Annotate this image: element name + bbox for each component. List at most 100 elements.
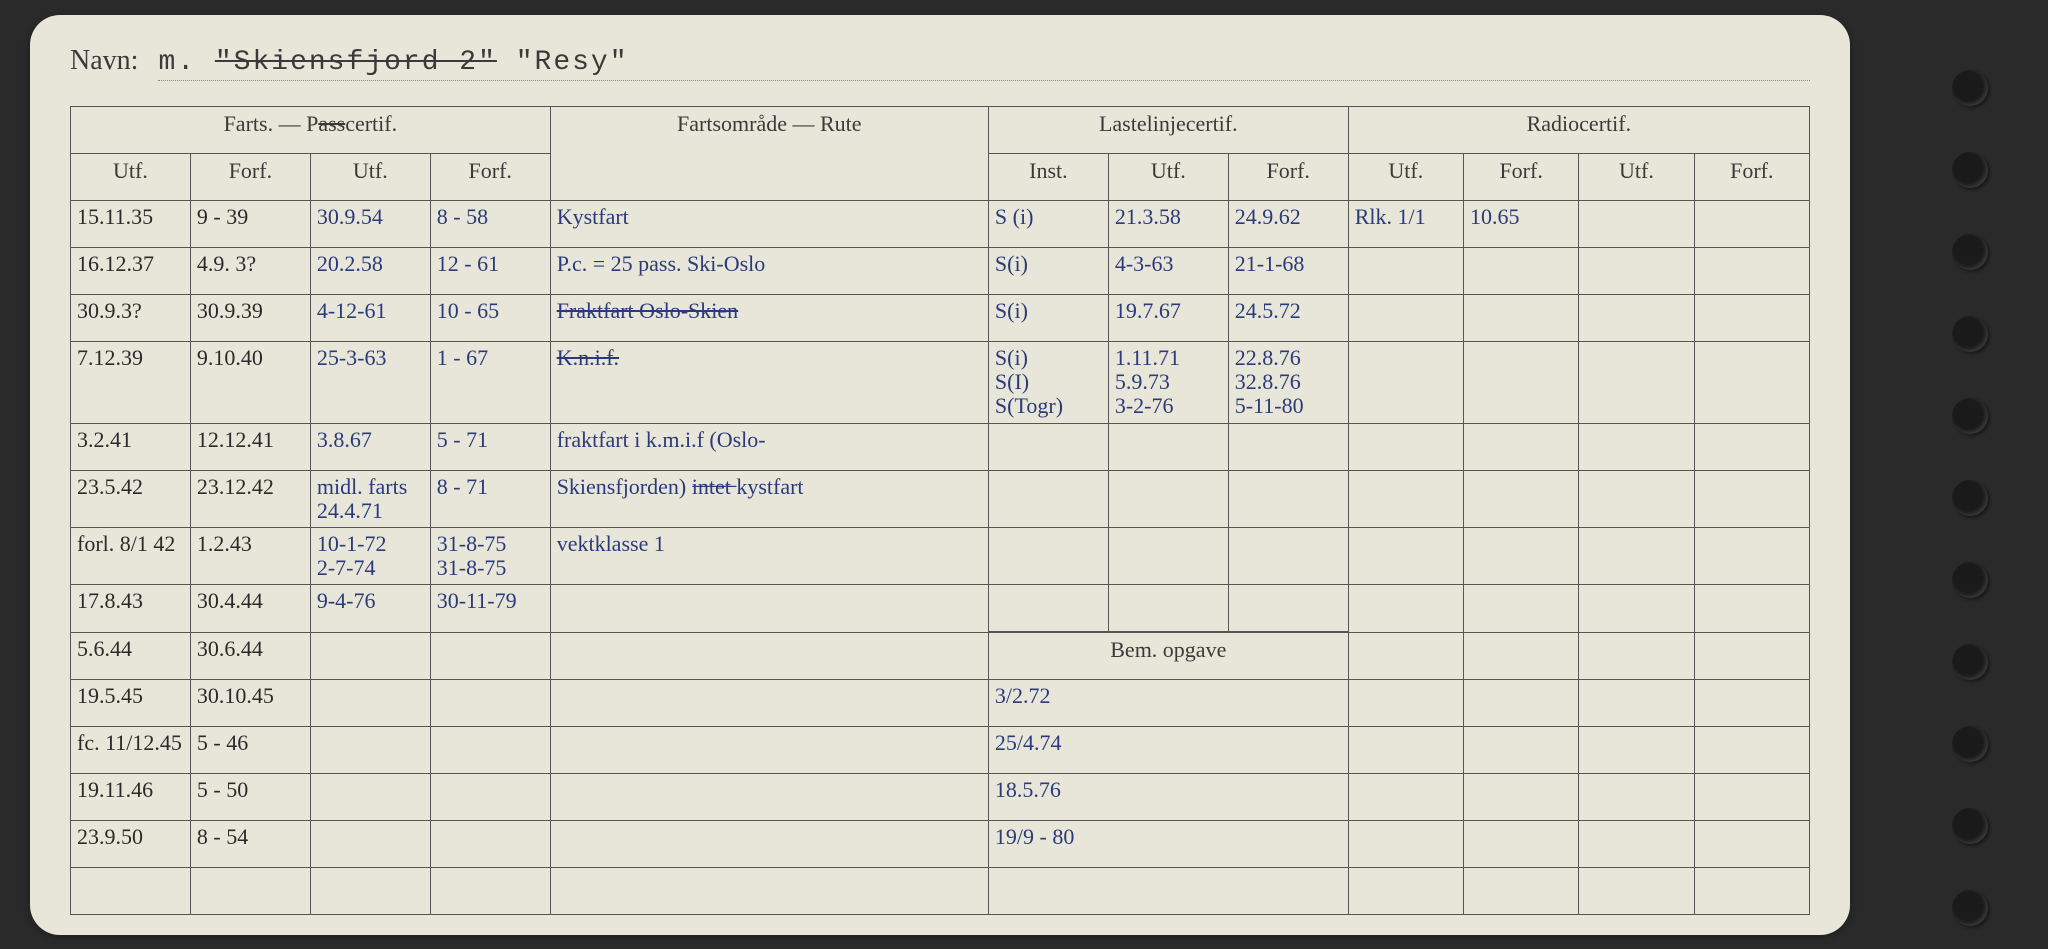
binding-hole xyxy=(1952,316,1988,352)
farts1-utf: 23.5.42 xyxy=(71,470,191,527)
radio-cell xyxy=(1579,727,1694,774)
laste-utf: 4-3-63 xyxy=(1108,248,1228,295)
bem-cell: 18.5.76 xyxy=(988,774,1348,821)
farts2-utf: 10-1-722-7-74 xyxy=(310,527,430,584)
farts2-forf xyxy=(430,821,550,868)
laste-inst xyxy=(988,527,1108,584)
farts2-utf xyxy=(310,821,430,868)
farts2-forf: 1 - 67 xyxy=(430,342,550,424)
radio-cell xyxy=(1579,423,1694,470)
table-row: 23.5.4223.12.42midl. farts 24.4.718 - 71… xyxy=(71,470,1810,527)
radio-cell xyxy=(1348,868,1463,915)
radio-cell xyxy=(1694,342,1809,424)
radio-cell xyxy=(1463,632,1578,680)
radio-cell xyxy=(1579,248,1694,295)
radio-cell xyxy=(1463,774,1578,821)
rute-cell xyxy=(550,821,988,868)
radio-cell xyxy=(1348,342,1463,424)
radio-cell xyxy=(1579,201,1694,248)
farts2-forf xyxy=(430,868,550,915)
farts2-utf xyxy=(310,774,430,821)
th-forf2: Forf. xyxy=(430,154,550,201)
farts1-utf: 7.12.39 xyxy=(71,342,191,424)
laste-inst xyxy=(988,423,1108,470)
radio-cell xyxy=(1694,632,1809,680)
th-inst: Inst. xyxy=(988,154,1108,201)
binding-hole xyxy=(1952,808,1988,844)
radio-cell xyxy=(1694,201,1809,248)
farts2-forf: 10 - 65 xyxy=(430,295,550,342)
rute-cell xyxy=(550,632,988,680)
farts1-forf: 8 - 54 xyxy=(190,821,310,868)
radio-cell xyxy=(1694,727,1809,774)
farts1-forf: 5 - 46 xyxy=(190,727,310,774)
th-utf1: Utf. xyxy=(71,154,191,201)
farts1-forf: 5 - 50 xyxy=(190,774,310,821)
bem-cell: 19/9 - 80 xyxy=(988,821,1348,868)
farts1-forf xyxy=(190,868,310,915)
binding-hole xyxy=(1952,70,1988,106)
table-row: 17.8.4330.4.449-4-7630-11-79 xyxy=(71,585,1810,633)
radio-cell xyxy=(1348,470,1463,527)
farts2-forf xyxy=(430,632,550,680)
radio-cell xyxy=(1348,632,1463,680)
th-farts-pass: Farts. — Passcertif. xyxy=(71,107,551,154)
binding-hole xyxy=(1952,152,1988,188)
laste-forf: 21-1-68 xyxy=(1228,248,1348,295)
laste-utf xyxy=(1108,585,1228,633)
rute-cell xyxy=(550,585,988,633)
farts1-utf: fc. 11/12.45 xyxy=(71,727,191,774)
table-row: forl. 8/1 421.2.4310-1-722-7-7431-8-7531… xyxy=(71,527,1810,584)
farts2-forf: 8 - 58 xyxy=(430,201,550,248)
farts1-utf: 30.9.3? xyxy=(71,295,191,342)
farts2-forf: 31-8-7531-8-75 xyxy=(430,527,550,584)
radio-cell xyxy=(1463,727,1578,774)
radio-cell xyxy=(1348,680,1463,727)
navn-second: "Resy" xyxy=(516,47,629,78)
binding-hole xyxy=(1952,234,1988,270)
radio-cell: Rlk. 1/1 xyxy=(1348,201,1463,248)
farts2-utf: 30.9.54 xyxy=(310,201,430,248)
radio-cell xyxy=(1579,821,1694,868)
radio-cell xyxy=(1579,295,1694,342)
laste-forf: 22.8.7632.8.765-11-80 xyxy=(1228,342,1348,424)
th-forf3: Forf. xyxy=(1228,154,1348,201)
rute-cell: P.c. = 25 pass. Ski-Oslo xyxy=(550,248,988,295)
farts1-forf: 4.9. 3? xyxy=(190,248,310,295)
table-row: 30.9.3?30.9.394-12-6110 - 65Fraktfart Os… xyxy=(71,295,1810,342)
radio-cell xyxy=(1463,295,1578,342)
th-radio: Radiocertif. xyxy=(1348,107,1809,154)
index-card: Navn: m. "Skiensfjord 2" "Resy" Farts. —… xyxy=(30,15,1850,935)
laste-utf xyxy=(1108,527,1228,584)
farts2-utf: 20.2.58 xyxy=(310,248,430,295)
th-forf5: Forf. xyxy=(1694,154,1809,201)
radio-cell xyxy=(1694,527,1809,584)
farts1-utf: 16.12.37 xyxy=(71,248,191,295)
farts1-forf: 30.6.44 xyxy=(190,632,310,680)
rute-cell: vektklasse 1 xyxy=(550,527,988,584)
radio-cell xyxy=(1463,470,1578,527)
radio-cell xyxy=(1694,774,1809,821)
farts2-utf xyxy=(310,727,430,774)
bem-cell: 3/2.72 xyxy=(988,680,1348,727)
radio-cell xyxy=(1463,585,1578,633)
radio-cell xyxy=(1579,868,1694,915)
navn-row: Navn: m. "Skiensfjord 2" "Resy" xyxy=(70,45,1810,81)
farts1-forf: 1.2.43 xyxy=(190,527,310,584)
navn-value: m. "Skiensfjord 2" "Resy" xyxy=(158,47,1810,81)
radio-cell xyxy=(1694,868,1809,915)
rute-cell xyxy=(550,868,988,915)
farts1-utf: forl. 8/1 42 xyxy=(71,527,191,584)
table-row: 7.12.399.10.4025-3-631 - 67K.n.i.f.S(i)S… xyxy=(71,342,1810,424)
binding-hole xyxy=(1952,562,1988,598)
farts2-forf: 5 - 71 xyxy=(430,423,550,470)
radio-cell xyxy=(1463,868,1578,915)
rute-cell: Fraktfart Oslo-Skien xyxy=(550,295,988,342)
binding-holes xyxy=(1908,0,2028,949)
binding-hole xyxy=(1952,398,1988,434)
rute-cell: Skiensfjorden) i̶n̶t̶e̶t̶ kystfart xyxy=(550,470,988,527)
laste-forf: 24.5.72 xyxy=(1228,295,1348,342)
radio-cell xyxy=(1579,527,1694,584)
table-row: 23.9.508 - 5419/9 - 80 xyxy=(71,821,1810,868)
th-fartsomrade: Fartsområde — Rute xyxy=(550,107,988,201)
